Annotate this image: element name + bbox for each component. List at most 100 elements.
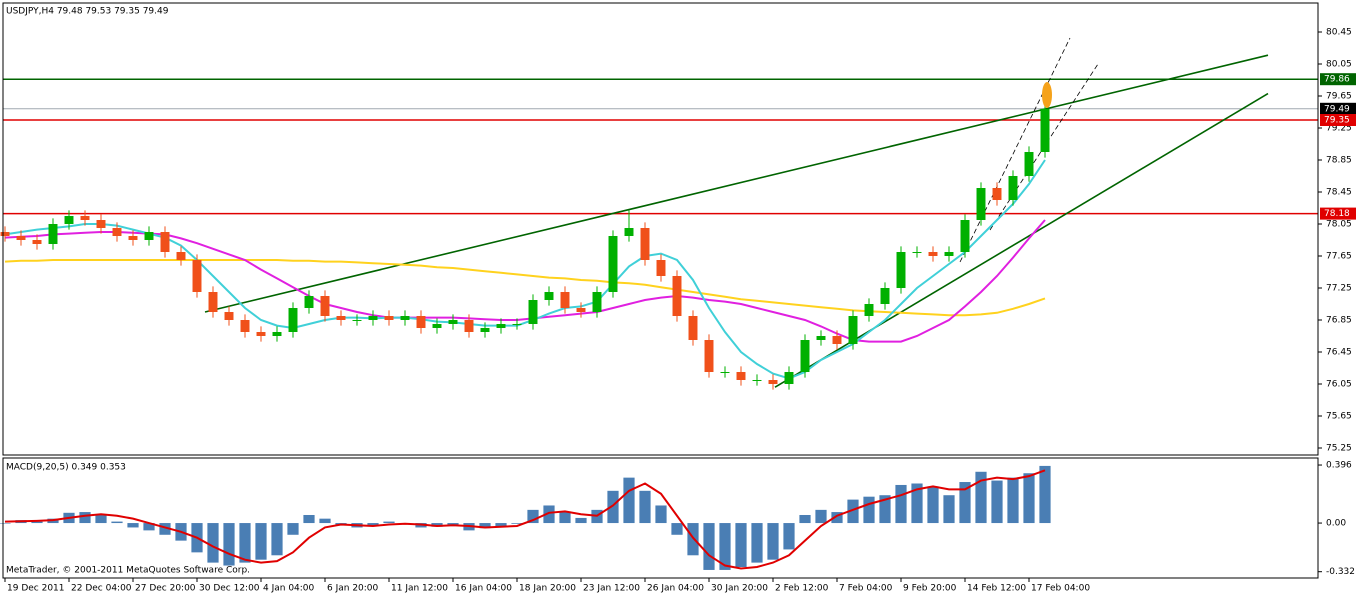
candle-body xyxy=(448,320,458,324)
candle-body xyxy=(16,236,26,240)
candle-body xyxy=(688,316,698,340)
candle-body xyxy=(624,228,634,236)
macd-bar xyxy=(127,523,139,528)
x-tick-label: 2 Feb 12:00 xyxy=(775,584,829,594)
y2-tick-label: -0.332 xyxy=(1326,567,1355,577)
macd-bar xyxy=(735,523,747,568)
macd-bar xyxy=(895,484,907,524)
macd-bar xyxy=(223,523,235,566)
macd-bar xyxy=(159,523,171,535)
candle-body xyxy=(704,340,714,372)
macd-bar xyxy=(863,496,875,524)
macd-bar xyxy=(111,521,123,524)
x-tick-label: 16 Jan 04:00 xyxy=(455,584,512,594)
candle-body xyxy=(816,336,826,340)
x-tick-label: 22 Dec 04:00 xyxy=(71,584,132,594)
macd-bar xyxy=(1023,473,1035,524)
y-tick-label: 79.65 xyxy=(1326,92,1352,102)
candle-body xyxy=(880,288,890,304)
candle-body xyxy=(336,316,346,320)
x-tick-label: 19 Dec 2011 xyxy=(7,584,65,594)
macd-bar xyxy=(495,523,507,526)
macd-bar xyxy=(815,509,827,524)
candle-body xyxy=(272,332,282,336)
candle-body xyxy=(112,228,122,236)
y-tick-label: 80.45 xyxy=(1326,28,1352,38)
candle-body xyxy=(256,332,266,336)
candle-body xyxy=(224,312,234,320)
macd-signal xyxy=(4,469,1046,570)
y2-tick-label: 0.396 xyxy=(1326,461,1352,471)
candle-body xyxy=(576,308,586,312)
chart-header: USDJPY,H4 79.48 79.53 79.35 79.49 xyxy=(6,7,169,17)
macd-bar xyxy=(79,512,91,524)
macd-bar xyxy=(1007,477,1019,524)
macd-bar xyxy=(655,505,667,524)
candle-body xyxy=(544,292,554,300)
candle-body xyxy=(368,316,378,320)
macd-bar xyxy=(95,514,107,524)
y-tick-label: 80.05 xyxy=(1326,60,1352,70)
trendline xyxy=(204,54,1269,313)
macd-bar xyxy=(639,490,651,524)
macd-bar xyxy=(703,523,715,570)
x-tick-label: 30 Dec 12:00 xyxy=(199,584,260,594)
macd-bar xyxy=(975,471,987,524)
candle-body xyxy=(944,252,954,256)
candle-body xyxy=(1024,152,1034,176)
y-tick-label: 76.45 xyxy=(1326,348,1352,358)
candle-body xyxy=(992,188,1002,200)
macd-bar xyxy=(911,483,923,524)
candle-body xyxy=(896,252,906,288)
level-label: 78.18 xyxy=(1324,209,1350,219)
candle-body xyxy=(32,240,42,244)
moving-average xyxy=(4,159,1046,380)
candle-body xyxy=(464,320,474,332)
macd-bar xyxy=(831,512,843,524)
macd-bar xyxy=(255,523,267,560)
macd-bar xyxy=(719,523,731,570)
candle-body xyxy=(1008,176,1018,200)
macd-bar xyxy=(479,523,491,529)
candle-body xyxy=(608,236,618,292)
y-tick-label: 78.05 xyxy=(1326,220,1352,230)
macd-bar xyxy=(1039,465,1051,524)
macd-bar xyxy=(511,523,523,524)
x-tick-label: 9 Feb 20:00 xyxy=(903,584,957,594)
y-tick-label: 78.45 xyxy=(1326,188,1352,198)
level-label-box xyxy=(1320,73,1356,86)
candle-body xyxy=(480,328,490,332)
macd-bar xyxy=(623,477,635,524)
x-tick-label: 7 Feb 04:00 xyxy=(839,584,893,594)
moving-average xyxy=(4,219,1046,343)
x-tick-label: 4 Jan 04:00 xyxy=(263,584,315,594)
candle-body xyxy=(848,316,858,344)
candle-body xyxy=(672,276,682,316)
macd-bar xyxy=(847,499,859,524)
level-label-box xyxy=(1320,102,1356,115)
candle-body xyxy=(64,216,74,224)
macd-bar xyxy=(799,514,811,524)
candle-body xyxy=(656,260,666,276)
candle-body xyxy=(304,296,314,308)
candle-body xyxy=(832,336,842,344)
candle-body xyxy=(400,316,410,320)
level-label: 79.35 xyxy=(1324,116,1350,126)
highlight-marker xyxy=(1042,82,1052,108)
macd-bar xyxy=(927,486,939,524)
candle-body xyxy=(128,236,138,240)
candle-body xyxy=(912,252,922,253)
x-tick-label: 6 Jan 20:00 xyxy=(327,584,379,594)
candle-body xyxy=(592,292,602,312)
macd-panel-frame xyxy=(2,457,1319,579)
macd-bar xyxy=(671,523,683,535)
macd-bar xyxy=(607,490,619,524)
y-tick-label: 77.65 xyxy=(1326,252,1352,262)
x-tick-label: 27 Dec 20:00 xyxy=(135,584,196,594)
indicator-title: MACD(9,20,5) 0.349 0.353 xyxy=(6,463,126,473)
macd-bar xyxy=(783,523,795,550)
macd-bar xyxy=(543,505,555,524)
macd-bar xyxy=(527,509,539,524)
y2-tick-label: 0.00 xyxy=(1326,519,1346,529)
